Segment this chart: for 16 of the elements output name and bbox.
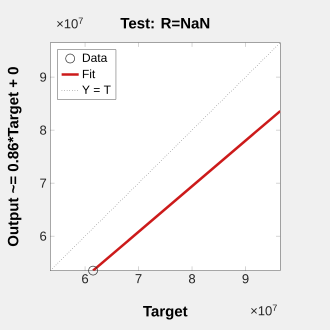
x-axis-title: Target — [143, 306, 188, 320]
y-axis-title: Output ~= 0.86*Target + 0 — [8, 67, 22, 246]
x-tick-label: 8 — [188, 274, 196, 284]
legend-label: Fit — [82, 69, 96, 78]
y-tick-label: 7 — [40, 178, 46, 188]
y-tick-label: 8 — [40, 126, 46, 135]
y-tick-label: 9 — [40, 72, 46, 82]
y-tick-label: 6 — [40, 232, 46, 241]
legend-label: Y = T — [82, 86, 111, 94]
text: ×10$^{7}$ — [57, 18, 83, 28]
legend-label: Data — [82, 54, 108, 62]
x-tick-label: 7 — [136, 274, 142, 284]
text: ×10$^{7}$ — [251, 304, 277, 316]
chart-title: Test: R=NaN — [120, 18, 210, 29]
x-tick-label: 9 — [242, 274, 249, 284]
x-tick-label: 6 — [82, 274, 88, 284]
